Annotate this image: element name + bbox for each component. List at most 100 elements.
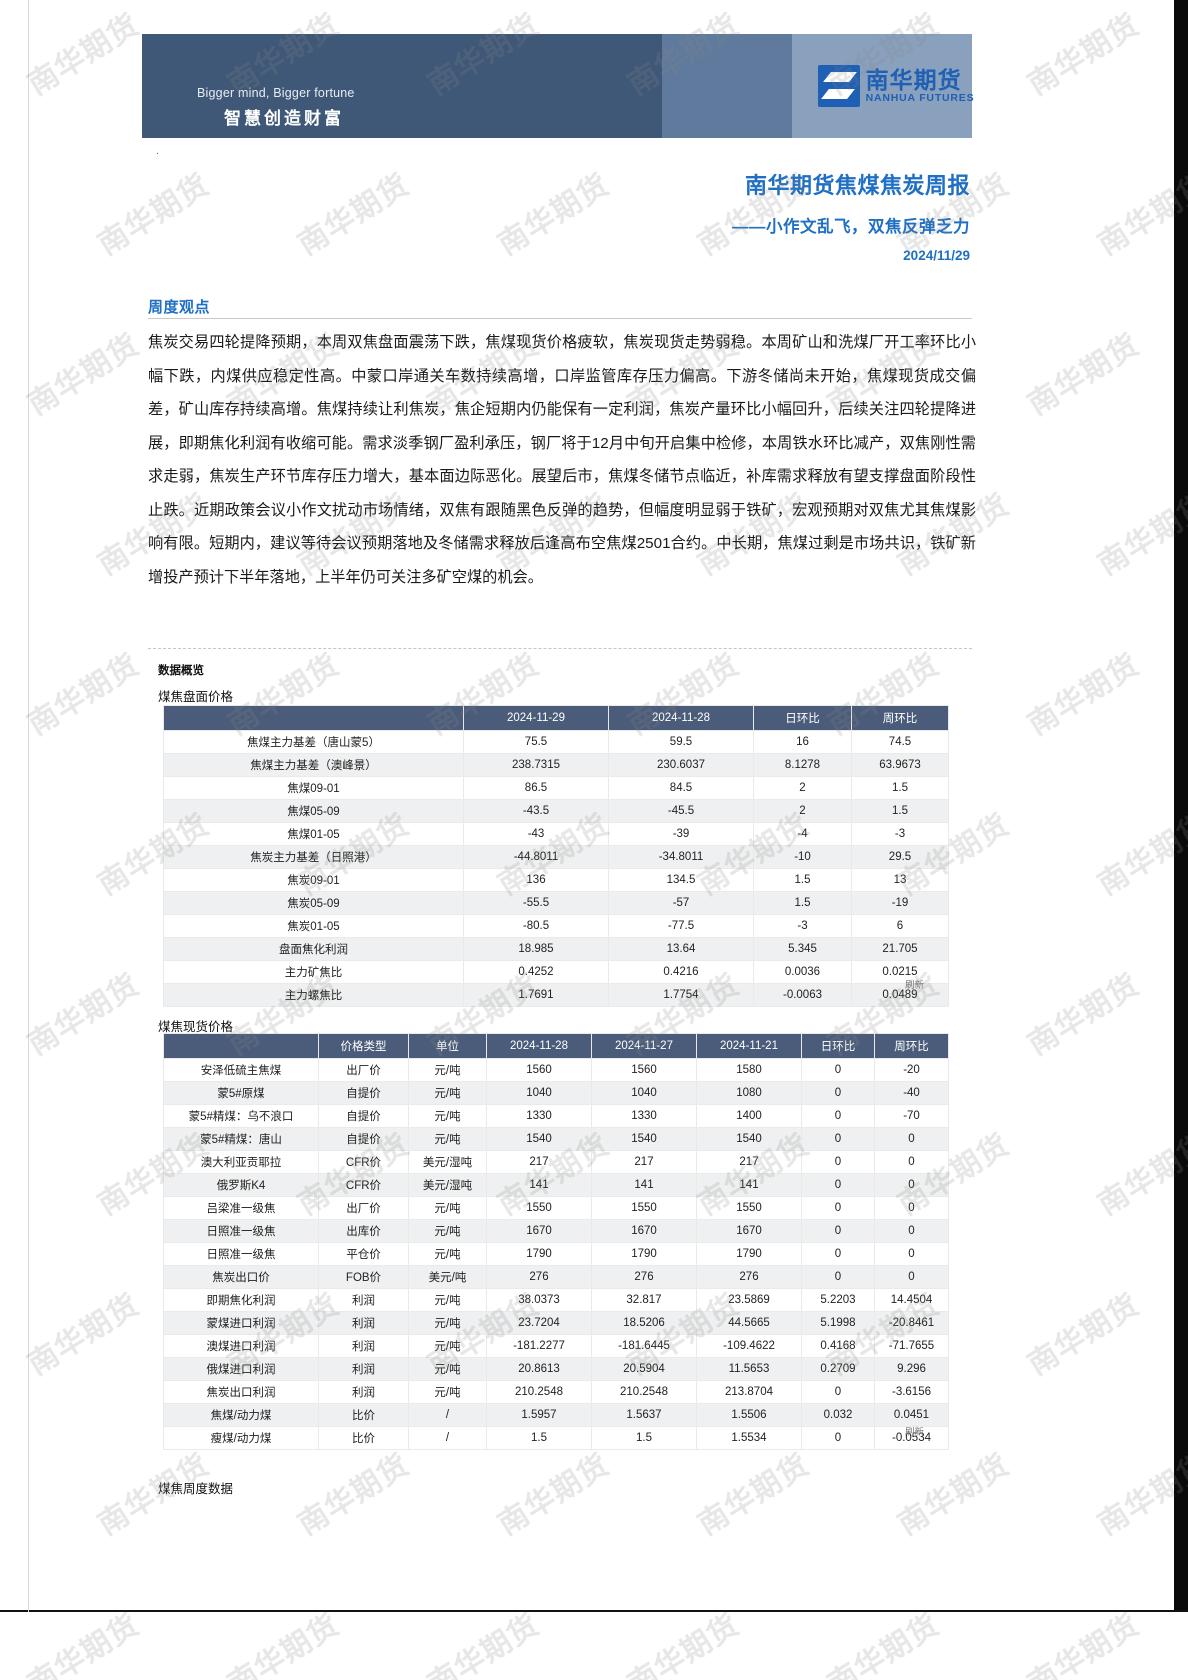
cell-value: 利润 — [318, 1311, 409, 1335]
column-header-3[interactable]: 2024-11-28 — [486, 1033, 592, 1059]
cell-value: 1330 — [591, 1104, 697, 1128]
header-banner: Bigger mind, Bigger fortune 智慧创造财富 南华期货 … — [142, 34, 974, 138]
table2-refresh-label[interactable]: 刷新 — [905, 1427, 925, 1438]
row-label: 焦煤09-01 — [163, 776, 464, 800]
column-header-3[interactable]: 日环比 — [753, 705, 852, 731]
cell-value: 1550 — [486, 1196, 592, 1220]
cell-value: 1.5 — [486, 1426, 592, 1450]
watermark-text: 南华期货 — [292, 1448, 416, 1542]
table1-refresh-label[interactable]: 刷新 — [905, 980, 925, 991]
table-spot-prices: 价格类型 单位 2024-11-28 2024-11-27 2024-11-21 日环比周… — [163, 1033, 949, 1450]
cell-value: 18.5206 — [591, 1311, 697, 1335]
column-header-1[interactable]: 价格类型 — [318, 1033, 409, 1059]
stray-mark: . — [156, 146, 159, 157]
cell-value: 1790 — [696, 1242, 802, 1266]
cell-value: 8.1278 — [753, 753, 852, 777]
cell-value: 0 — [874, 1127, 949, 1151]
column-header-2[interactable]: 2024-11-28 — [608, 705, 754, 731]
data-overview-label: 数据概览 — [158, 665, 204, 677]
cell-value: 1.5 — [591, 1426, 697, 1450]
cell-value: 0.0489 — [851, 983, 949, 1007]
column-header-5[interactable]: 2024-11-21 — [696, 1033, 802, 1059]
cell-value: 5.345 — [753, 937, 852, 961]
cell-value: 20.8613 — [486, 1357, 592, 1381]
row-label: 焦炭出口利润 — [163, 1380, 319, 1404]
cell-value: 217 — [696, 1150, 802, 1174]
cell-value: -39 — [608, 822, 754, 846]
cell-value: 13.64 — [608, 937, 754, 961]
cell-value: 0 — [874, 1196, 949, 1220]
cell-value: 元/吨 — [408, 1058, 487, 1082]
table-row: 澳大利亚贡耶拉 CFR价 美元/湿吨 217 217 217 0 0 — [163, 1150, 949, 1174]
watermark-text: 南华期货 — [1092, 1448, 1188, 1542]
table-row: 焦煤主力基差（澳峰景） 238.7315 230.6037 8.1278 63.9673 — [163, 753, 949, 777]
cell-value: 0.032 — [801, 1403, 875, 1427]
column-header-4[interactable]: 周环比 — [851, 705, 949, 731]
cell-value: 利润 — [318, 1380, 409, 1404]
cell-value: 元/吨 — [408, 1127, 487, 1151]
cell-value: / — [408, 1426, 487, 1450]
cell-value: 21.705 — [851, 937, 949, 961]
watermark-text: 南华期货 — [22, 648, 146, 742]
cell-value: CFR价 — [318, 1150, 409, 1174]
table-header-row: 2024-11-29 2024-11-28 日环比 周环比 — [163, 705, 949, 731]
cell-value: 1550 — [591, 1196, 697, 1220]
cell-value: 0 — [801, 1196, 875, 1220]
page-bottom-edge — [0, 1610, 1188, 1612]
cell-value: 0.0036 — [753, 960, 852, 984]
cell-value: -19 — [851, 891, 949, 915]
column-header-6[interactable]: 日环比 — [801, 1033, 875, 1059]
row-label: 俄罗斯K4 — [163, 1173, 319, 1197]
cell-value: 元/吨 — [408, 1311, 487, 1335]
cell-value: -3 — [753, 914, 852, 938]
cell-value: 元/吨 — [408, 1104, 487, 1128]
row-label: 即期焦化利润 — [163, 1288, 319, 1312]
cell-value: 1.5957 — [486, 1403, 592, 1427]
section-heading: 周度观点 — [148, 299, 211, 316]
table-row: 主力矿焦比 0.4252 0.4216 0.0036 0.0215 — [163, 960, 949, 984]
row-label: 焦炭主力基差（日照港） — [163, 845, 464, 869]
watermark-text: 南华期货 — [1022, 648, 1146, 742]
column-header-0[interactable] — [163, 705, 464, 731]
cell-value: 2 — [753, 776, 852, 800]
cell-value: 13 — [851, 868, 949, 892]
cell-value: 75.5 — [463, 730, 609, 754]
cell-value: 6 — [851, 914, 949, 938]
table-row: 焦煤05-09 -43.5 -45.5 2 1.5 — [163, 799, 949, 823]
cell-value: 84.5 — [608, 776, 754, 800]
table-row: 蒙5#精煤：乌不浪口 自提价 元/吨 1330 1330 1400 0 -70 — [163, 1104, 949, 1128]
cell-value: 1040 — [486, 1081, 592, 1105]
cell-value: 元/吨 — [408, 1380, 487, 1404]
cell-value: 元/吨 — [408, 1219, 487, 1243]
cell-value: -3 — [851, 822, 949, 846]
cell-value: 比价 — [318, 1403, 409, 1427]
cell-value: 自提价 — [318, 1104, 409, 1128]
column-header-2[interactable]: 单位 — [408, 1033, 487, 1059]
watermark-text: 南华期货 — [22, 968, 146, 1062]
cell-value: 1540 — [696, 1127, 802, 1151]
table-row: 即期焦化利润 利润 元/吨 38.0373 32.817 23.5869 5.2203 14.… — [163, 1288, 949, 1312]
page-subtitle: ——小作文乱飞，双焦反弹乏力 — [732, 218, 970, 236]
cell-value: 0 — [801, 1173, 875, 1197]
table-row: 焦炭出口价 FOB价 美元/吨 276 276 276 0 0 — [163, 1265, 949, 1289]
column-header-7[interactable]: 周环比 — [874, 1033, 949, 1059]
cell-value: 出库价 — [318, 1219, 409, 1243]
table-row: 焦炭主力基差（日照港） -44.8011 -34.8011 -10 29.5 — [163, 845, 949, 869]
row-label: 焦煤05-09 — [163, 799, 464, 823]
dashed-divider — [148, 648, 972, 649]
cell-value: 0.2709 — [801, 1357, 875, 1381]
table2-caption: 煤焦现货价格 — [158, 1020, 234, 1034]
row-label: 焦炭出口价 — [163, 1265, 319, 1289]
watermark-text: 南华期货 — [1092, 168, 1188, 262]
column-header-1[interactable]: 2024-11-29 — [463, 705, 609, 731]
cell-value: -71.7655 — [874, 1334, 949, 1358]
cell-value: -43.5 — [463, 799, 609, 823]
cell-value: -80.5 — [463, 914, 609, 938]
column-header-0[interactable] — [163, 1033, 319, 1059]
cell-value: 23.5869 — [696, 1288, 802, 1312]
page-left-margin-rule — [28, 0, 29, 1612]
cell-value: -0.0063 — [753, 983, 852, 1007]
column-header-4[interactable]: 2024-11-27 — [591, 1033, 697, 1059]
page-title: 南华期货焦煤焦炭周报 — [744, 173, 970, 198]
table-row: 焦煤09-01 86.5 84.5 2 1.5 — [163, 776, 949, 800]
